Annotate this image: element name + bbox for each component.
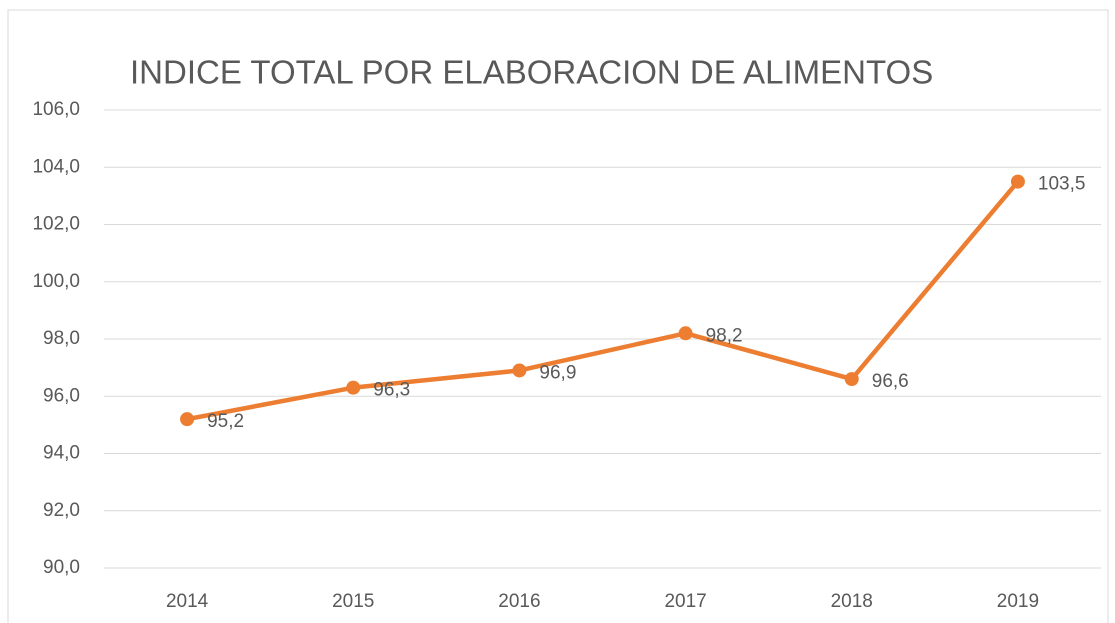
y-tick-label: 104,0: [32, 156, 80, 177]
data-point: [844, 372, 859, 387]
series-line: [186, 180, 1020, 422]
data-point: [180, 412, 195, 427]
y-tick-label: 102,0: [32, 214, 80, 235]
data-label: 96,9: [539, 363, 576, 384]
y-tick-label: 100,0: [32, 271, 80, 292]
x-tick-label: 2017: [664, 591, 706, 612]
x-tick-label: 2019: [997, 591, 1039, 612]
x-tick-label: 2015: [332, 591, 374, 612]
data-point: [678, 326, 693, 341]
chart-title: INDICE TOTAL POR ELABORACION DE ALIMENTO…: [130, 54, 933, 91]
x-tick-label: 2014: [166, 591, 209, 612]
y-tick-label: 96,0: [43, 385, 80, 406]
y-tick-label: 94,0: [43, 443, 80, 464]
data-point: [512, 363, 527, 378]
y-tick-label: 90,0: [43, 557, 80, 578]
data-label: 96,6: [872, 371, 909, 392]
chart-frame: [7, 9, 1109, 623]
data-point: [346, 380, 361, 395]
data-label: 103,5: [1038, 174, 1086, 195]
y-tick-label: 98,0: [43, 328, 80, 349]
data-label: 95,2: [207, 411, 244, 432]
y-tick-label: 106,0: [32, 99, 80, 120]
x-tick-label: 2016: [498, 591, 540, 612]
x-tick-label: 2018: [831, 591, 873, 612]
data-label: 96,3: [373, 380, 410, 401]
y-tick-label: 92,0: [43, 500, 80, 521]
data-point: [1010, 174, 1025, 189]
data-label: 98,2: [706, 325, 743, 346]
